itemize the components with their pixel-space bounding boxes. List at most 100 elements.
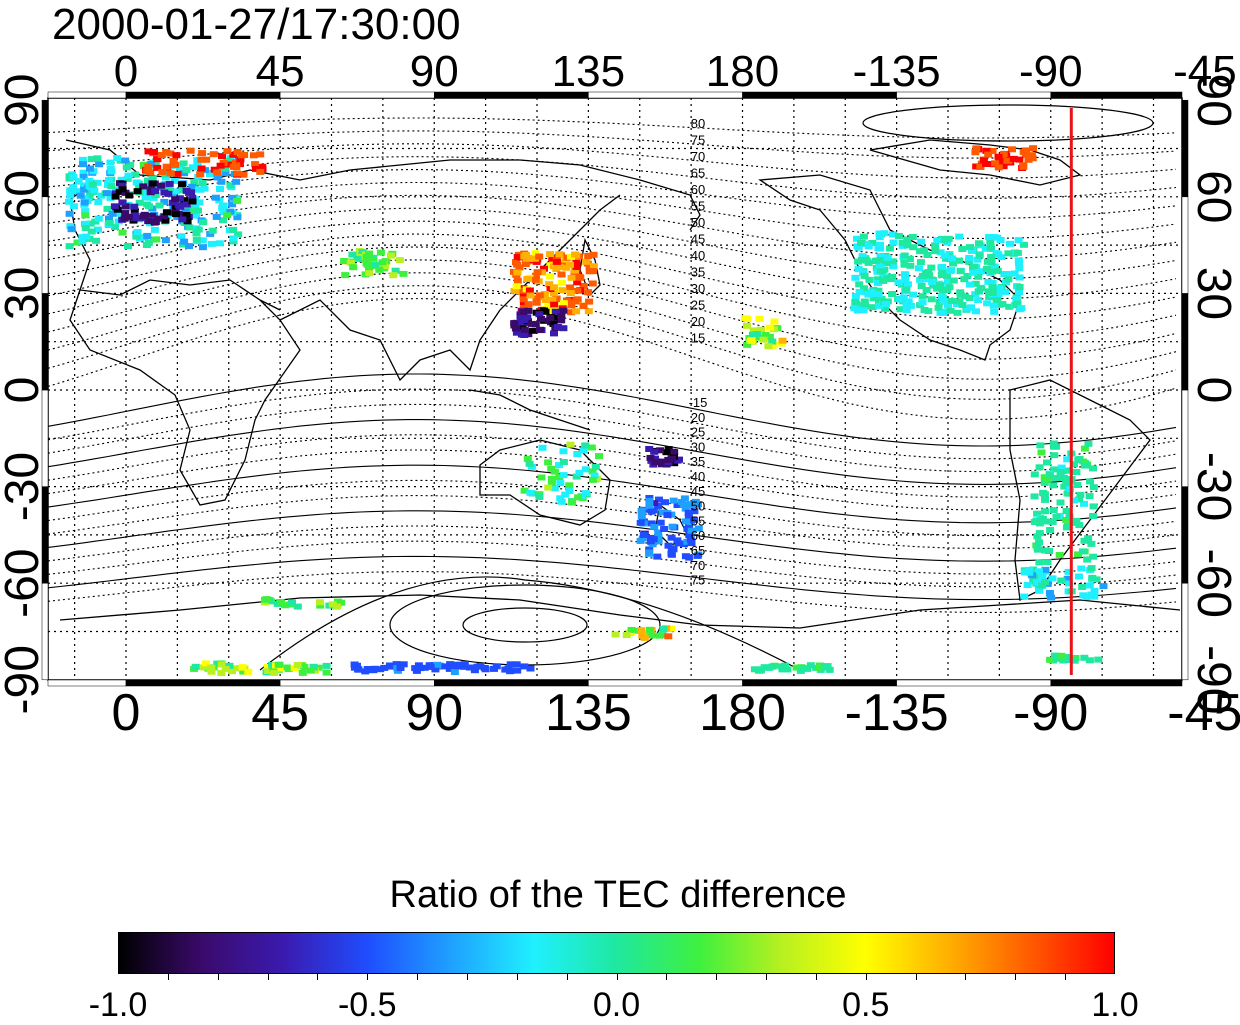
tec-cell <box>512 661 521 668</box>
tec-cell <box>233 149 242 155</box>
tec-cell <box>108 210 117 217</box>
tec-cell <box>69 203 78 210</box>
tec-cell <box>176 203 185 210</box>
tec-cell <box>654 538 663 545</box>
tec-cell <box>66 192 75 199</box>
tec-cell <box>982 161 991 167</box>
tec-cell <box>139 213 148 220</box>
tec-cell <box>1029 145 1038 152</box>
tec-cell <box>504 666 513 673</box>
tec-cell <box>589 263 598 270</box>
tec-cell <box>1050 452 1059 459</box>
tec-cell <box>229 235 238 242</box>
tec-cell <box>376 666 385 673</box>
tec-cell <box>1004 276 1013 283</box>
tec-cell <box>949 277 958 284</box>
tec-cell <box>755 334 764 341</box>
tec-cell <box>114 210 123 217</box>
tec-cell <box>252 165 260 172</box>
contour-line <box>47 495 1177 549</box>
tec-cell <box>946 268 955 274</box>
tec-cell <box>984 151 993 158</box>
tec-cell <box>645 497 654 504</box>
tec-cell <box>180 170 189 177</box>
tec-cell <box>972 163 981 170</box>
tec-cell <box>153 164 162 171</box>
tec-cell <box>584 308 593 315</box>
tec-cell <box>1075 573 1083 580</box>
colorbar-tick-label: 0.0 <box>592 986 641 1024</box>
tec-cell <box>124 243 132 249</box>
colorbar-title: Ratio of the TEC difference <box>389 874 847 916</box>
contour-label-north: 30 <box>691 281 705 296</box>
tec-cell <box>76 192 85 199</box>
tec-cell <box>206 171 215 178</box>
tec-cell <box>537 316 545 322</box>
lon-tick-label-top: 45 <box>256 47 305 96</box>
tec-cell <box>392 661 401 668</box>
tec-cell <box>213 660 222 667</box>
tec-cell <box>144 194 153 201</box>
tec-cell <box>531 272 540 279</box>
tec-cell <box>944 302 952 309</box>
colorbar-tick <box>915 974 917 980</box>
tec-cell <box>917 238 926 245</box>
coastline <box>469 389 591 431</box>
tec-cell <box>178 181 186 188</box>
tec-cell <box>441 663 449 670</box>
tec-cell <box>566 290 575 296</box>
colorbar-tick <box>317 974 319 980</box>
tec-cell <box>389 272 398 279</box>
tec-cell <box>936 282 945 289</box>
tec-cell <box>348 251 357 258</box>
tec-cell <box>93 226 102 233</box>
tec-cell <box>364 666 373 673</box>
tec-cell <box>903 236 912 243</box>
tec-cell <box>105 220 114 226</box>
tec-cell <box>927 264 936 271</box>
lon-tick-label-top: 135 <box>552 47 625 96</box>
tec-cell <box>145 203 154 210</box>
tec-cell <box>555 251 564 258</box>
tec-cell <box>395 257 404 264</box>
tec-cell <box>399 270 408 277</box>
tec-cell <box>362 253 371 260</box>
tec-cell <box>1089 553 1098 560</box>
tec-cell <box>685 523 694 530</box>
tec-map: 0045459090135135180180-135-135-90-90-45-… <box>0 47 1240 742</box>
tec-cell <box>855 288 864 295</box>
tec-cell <box>1001 288 1010 295</box>
tec-cell <box>118 229 127 236</box>
tec-cell <box>144 163 153 170</box>
tec-cell <box>526 292 535 299</box>
tec-cell <box>988 268 997 275</box>
contour-label-north: 65 <box>691 166 705 181</box>
tec-cell <box>869 295 878 302</box>
tec-cell <box>816 664 824 671</box>
tec-cell <box>144 218 153 225</box>
tec-cell <box>166 170 175 177</box>
tec-cell <box>162 209 171 216</box>
tec-cell <box>85 177 94 184</box>
tec-cell <box>547 475 556 482</box>
contour-label-north: 50 <box>691 215 705 230</box>
tec-cell <box>198 244 207 251</box>
tec-cell <box>151 188 160 194</box>
tec-cell <box>113 206 122 213</box>
contour-line <box>47 246 1177 340</box>
contour-label-south: 75 <box>691 573 705 588</box>
tec-cell <box>1080 654 1089 661</box>
tec-cell <box>876 241 884 248</box>
tec-cell <box>172 188 181 195</box>
tec-cell <box>148 180 157 187</box>
tec-cell <box>550 485 559 492</box>
tec-cell <box>1070 657 1079 664</box>
tec-cell <box>743 341 752 348</box>
tec-cell <box>977 285 986 292</box>
tec-cell <box>216 186 224 192</box>
tec-cell <box>218 153 226 160</box>
tec-cell <box>322 669 331 676</box>
colorbar-tick <box>666 974 668 980</box>
tec-cell <box>538 444 547 451</box>
tec-cell <box>667 625 676 632</box>
